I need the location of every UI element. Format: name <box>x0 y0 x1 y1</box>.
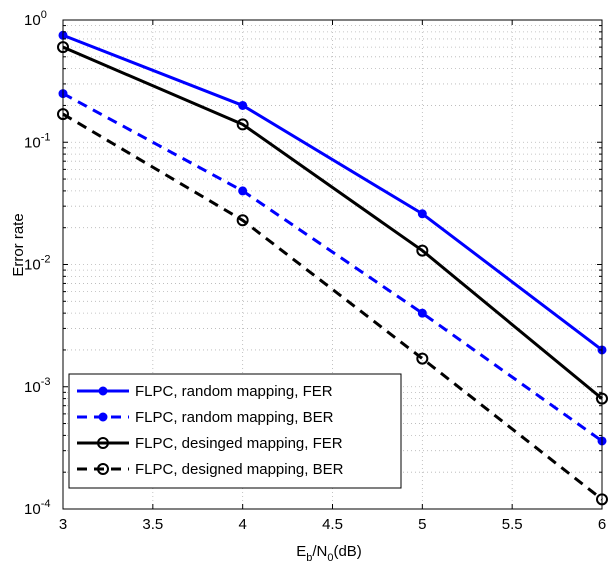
legend-label: FLPC, random mapping, BER <box>135 409 334 426</box>
legend-swatch-marker <box>98 386 108 396</box>
series-layer <box>57 30 608 506</box>
y-tick-label: 10-1 <box>24 131 50 151</box>
series-2 <box>58 89 607 446</box>
legend-swatch-marker <box>97 437 109 449</box>
series-line <box>62 92 603 443</box>
series-line <box>62 33 603 352</box>
series-line <box>62 112 603 501</box>
x-axis-label-sub2: 0 <box>327 552 333 564</box>
series-line <box>62 45 603 400</box>
grid <box>63 20 602 509</box>
x-axis-label-sub1: b <box>306 552 312 564</box>
x-axis-label: Eb/N0(dB) <box>296 543 362 564</box>
y-tick-label: 10-4 <box>24 498 50 518</box>
data-point <box>236 214 249 227</box>
data-point <box>416 244 429 257</box>
y-axis-label: Error rate <box>10 213 27 276</box>
x-axis-label-mid: /N <box>312 543 327 560</box>
x-tick-label: 4.5 <box>322 516 343 533</box>
x-tick-label: 3 <box>59 516 67 533</box>
legend-label: FLPC, random mapping, FER <box>135 383 333 400</box>
data-point <box>238 186 248 196</box>
y-tick-label: 10-2 <box>24 254 50 274</box>
legend-swatch-marker <box>98 412 108 422</box>
data-point <box>416 352 429 365</box>
y-tick-label: 100 <box>24 9 47 29</box>
ticks: 3 3.5 4 4.5 5 5.5 6 100 10-1 10-2 10-3 10-4 <box>24 9 606 533</box>
legend-label: FLPC, designed mapping, BER <box>135 461 344 478</box>
data-point <box>238 100 248 110</box>
data-point <box>417 308 427 318</box>
legend-swatch-marker <box>97 463 109 475</box>
x-tick-label: 5 <box>418 516 426 533</box>
x-axis-label-main: E <box>296 543 306 560</box>
data-point <box>417 209 427 219</box>
x-tick-label: 6 <box>598 516 606 533</box>
x-tick-label: 5.5 <box>502 516 523 533</box>
legend-label: FLPC, desinged mapping, FER <box>135 435 343 452</box>
data-point <box>236 118 249 131</box>
x-axis-label-tail: (dB) <box>333 543 361 560</box>
legend-box <box>68 373 402 489</box>
y-tick-label: 10-3 <box>24 376 50 396</box>
legend: FLPC, random mapping, FER FLPC, random ma… <box>68 373 402 489</box>
x-tick-label: 3.5 <box>142 516 163 533</box>
x-tick-label: 4 <box>238 516 246 533</box>
